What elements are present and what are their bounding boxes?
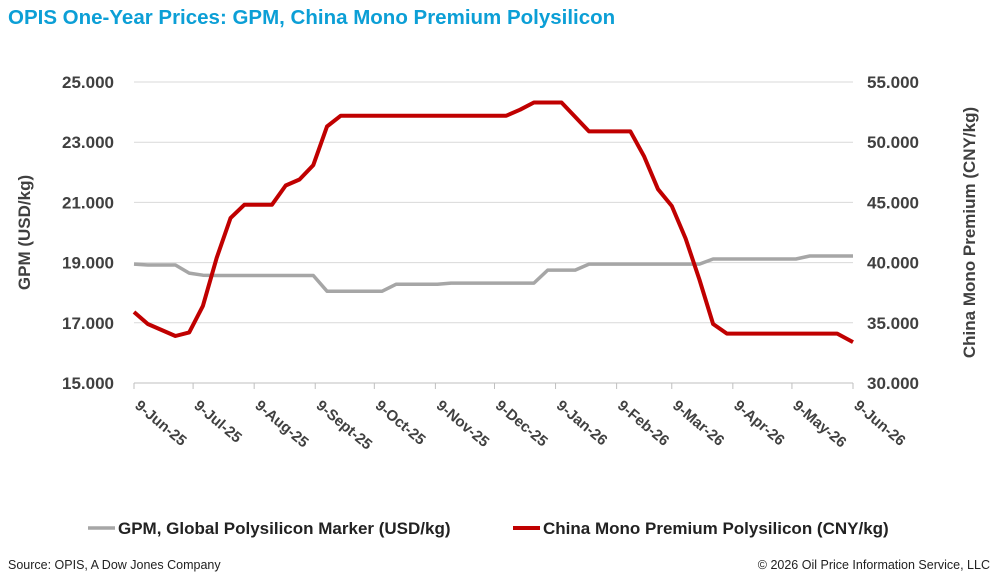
x-tick-label: 9-May-26 — [789, 397, 849, 451]
left-y-tick-label: 19.000 — [62, 254, 114, 273]
x-tick-label: 9-Apr-26 — [730, 397, 788, 449]
left-y-tick-label: 21.000 — [62, 193, 114, 212]
legend-label: China Mono Premium Polysilicon (CNY/kg) — [543, 519, 889, 538]
x-tick-label: 9-Mar-26 — [669, 397, 727, 450]
x-tick-label: 9-Jul-25 — [191, 397, 245, 446]
left-y-axis-title: GPM (USD/kg) — [15, 175, 34, 290]
right-y-tick-label: 45.000 — [867, 193, 919, 212]
x-tick-label: 9-Nov-25 — [433, 397, 492, 451]
axes: 15.000 30.000 17.000 35.000 19.000 40.000 21.0… — [15, 73, 979, 453]
left-y-tick-label: 17.000 — [62, 314, 114, 333]
right-y-tick-label: 30.000 — [867, 374, 919, 393]
x-tick-label: 9-Jun-25 — [131, 397, 189, 450]
copyright-note: © 2026 Oil Price Information Service, LL… — [757, 558, 990, 572]
right-y-axis-title: China Mono Premium (CNY/kg) — [960, 107, 979, 358]
china-mono-series-line — [132, 100, 854, 344]
left-y-tick-label: 25.000 — [62, 73, 114, 92]
left-y-tick-label: 23.000 — [62, 133, 114, 152]
left-y-tick-label: 15.000 — [62, 374, 114, 393]
x-tick-label: 9-Aug-25 — [252, 397, 312, 451]
gridlines — [134, 81, 853, 384]
chart-title: OPIS One-Year Prices: GPM, China Mono Pr… — [8, 6, 616, 29]
source-note: Source: OPIS, A Dow Jones Company — [8, 558, 221, 572]
x-tick-label: 9-Dec-25 — [492, 397, 551, 450]
right-y-tick-label: 50.000 — [867, 133, 919, 152]
x-tick-label: 9-Jan-26 — [553, 397, 611, 449]
x-tick-label: 9-Feb-26 — [614, 397, 672, 450]
right-y-tick-label: 55.000 — [867, 73, 919, 92]
legend-label: GPM, Global Polysilicon Marker (USD/kg) — [118, 519, 451, 538]
x-tick-label: 9-Jun-26 — [850, 397, 908, 450]
gpm-series-line — [133, 254, 853, 293]
x-tick-label: 9-Oct-25 — [372, 397, 429, 449]
right-y-tick-label: 35.000 — [867, 314, 919, 333]
x-tick-label: 9-Sept-25 — [313, 397, 376, 453]
right-y-tick-label: 40.000 — [867, 254, 919, 273]
series-lines — [132, 100, 854, 344]
legend: GPM, Global Polysilicon Marker (USD/kg) C… — [88, 519, 889, 538]
